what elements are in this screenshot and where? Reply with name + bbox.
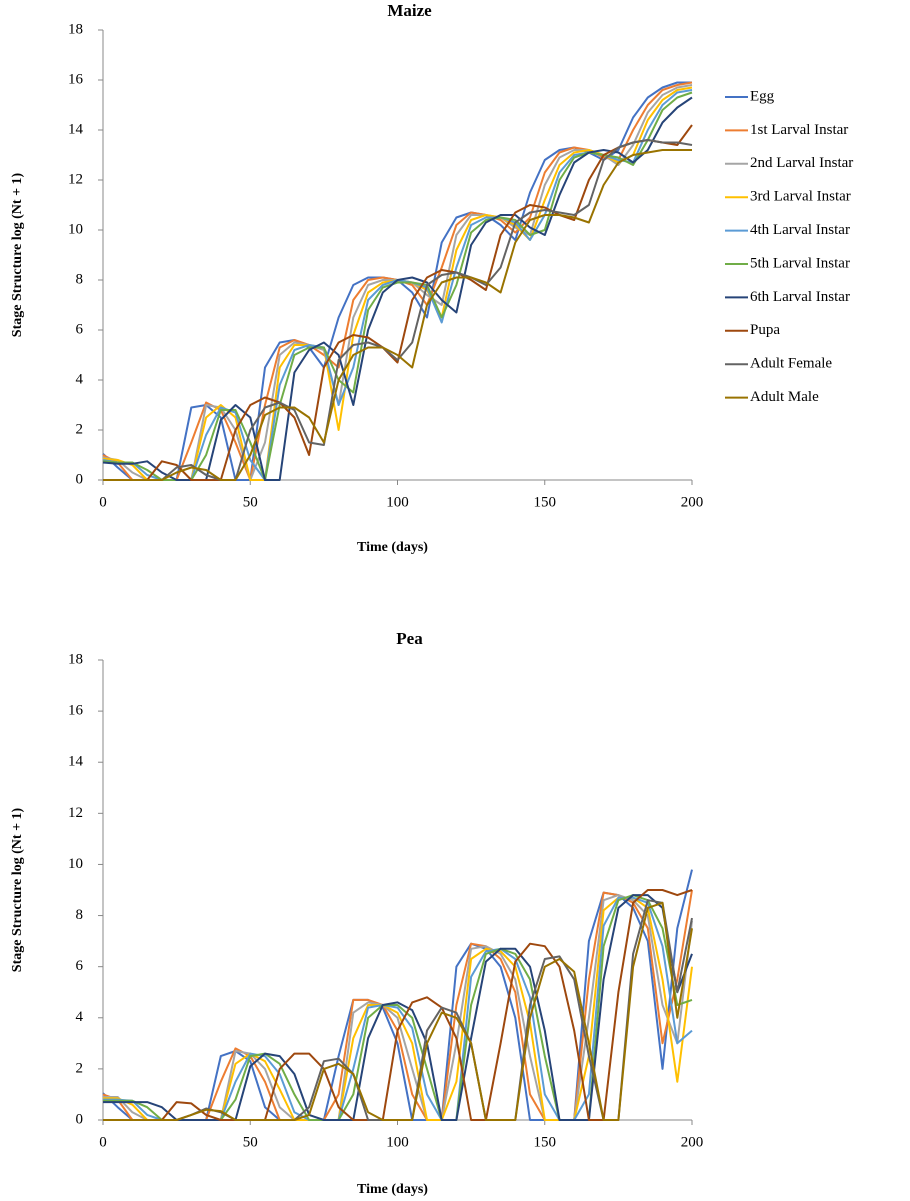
y-tick-label: 16 <box>68 71 84 87</box>
y-tick-label: 12 <box>68 805 83 821</box>
x-tick-label: 0 <box>99 494 107 510</box>
x-tick-label: 50 <box>243 1134 258 1150</box>
y-tick-label: 8 <box>76 271 84 287</box>
series-line <box>103 901 693 1121</box>
chart-title: Pea <box>396 629 423 648</box>
x-tick-label: 150 <box>534 1134 557 1150</box>
x-tick-label: 100 <box>386 1134 409 1150</box>
y-tick-label: 2 <box>76 1060 84 1076</box>
x-axis-label: Time (days) <box>357 1182 428 1197</box>
y-tick-label: 16 <box>68 703 84 719</box>
y-tick-label: 0 <box>76 471 84 487</box>
legend-label: 1st Larval Instar <box>750 122 848 138</box>
y-axis-label: Stage Structure log (Nt + 1) <box>10 807 25 972</box>
y-tick-label: 10 <box>68 856 83 872</box>
y-tick-label: 18 <box>68 651 83 667</box>
legend-label: 5th Larval Instar <box>750 255 850 271</box>
series-line <box>103 124 693 481</box>
series-line <box>103 896 693 1121</box>
legend-label: 6th Larval Instar <box>750 289 850 305</box>
x-tick-label: 150 <box>534 494 557 510</box>
x-tick-label: 0 <box>99 1134 107 1150</box>
series-line <box>103 149 692 481</box>
y-tick-label: 6 <box>76 958 84 974</box>
y-tick-label: 14 <box>68 121 84 137</box>
legend-label: Adult Male <box>750 389 819 405</box>
y-tick-label: 18 <box>68 21 83 37</box>
y-tick-label: 2 <box>76 421 84 437</box>
legend-label: Pupa <box>750 322 780 338</box>
y-tick-label: 10 <box>68 221 83 237</box>
x-tick-label: 100 <box>386 494 409 510</box>
y-tick-label: 0 <box>76 1111 84 1127</box>
legend-label: 3rd Larval Instar <box>750 189 851 205</box>
legend-label: Adult Female <box>750 356 832 372</box>
series-line <box>103 139 693 481</box>
y-tick-label: 8 <box>76 907 84 923</box>
x-axis-label: Time (days) <box>357 540 428 555</box>
y-tick-label: 4 <box>76 1009 84 1025</box>
series-line <box>102 91 693 481</box>
chart-title: Maize <box>387 1 432 20</box>
x-tick-label: 200 <box>681 1134 704 1150</box>
series-line <box>102 89 693 481</box>
x-tick-label: 50 <box>243 494 258 510</box>
legend-label: Egg <box>750 88 775 104</box>
y-tick-label: 6 <box>76 321 84 337</box>
y-axis-label: Stage Structure log (Nt + 1) <box>10 172 25 337</box>
legend-label: 4th Larval Instar <box>750 222 850 238</box>
x-tick-label: 200 <box>681 494 704 510</box>
y-tick-label: 14 <box>68 754 84 770</box>
y-tick-label: 4 <box>76 371 84 387</box>
y-tick-label: 12 <box>68 171 83 187</box>
series-line <box>102 86 693 481</box>
legend-label: 2nd Larval Instar <box>750 155 853 171</box>
